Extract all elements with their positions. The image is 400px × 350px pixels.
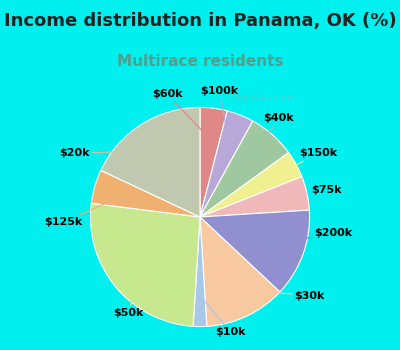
- Wedge shape: [91, 170, 200, 217]
- Text: $20k: $20k: [59, 148, 158, 159]
- Wedge shape: [200, 210, 310, 292]
- Text: $75k: $75k: [277, 184, 341, 200]
- Text: $60k: $60k: [152, 89, 210, 139]
- Wedge shape: [193, 217, 207, 327]
- Wedge shape: [200, 107, 227, 217]
- Text: $10k: $10k: [200, 296, 246, 337]
- Wedge shape: [90, 203, 200, 326]
- Wedge shape: [200, 217, 280, 326]
- Text: $50k: $50k: [114, 267, 144, 318]
- Text: $125k: $125k: [44, 195, 124, 228]
- Wedge shape: [200, 153, 302, 217]
- Text: $30k: $30k: [234, 288, 325, 301]
- Wedge shape: [200, 121, 289, 217]
- Text: City-Data.com: City-Data.com: [232, 93, 296, 102]
- Text: $100k: $100k: [201, 86, 239, 144]
- Wedge shape: [200, 111, 253, 217]
- Wedge shape: [101, 107, 200, 217]
- Text: $150k: $150k: [269, 148, 337, 179]
- Text: Multirace residents: Multirace residents: [117, 54, 283, 69]
- Text: $200k: $200k: [274, 229, 353, 244]
- Wedge shape: [200, 177, 309, 217]
- Text: $40k: $40k: [252, 113, 294, 158]
- Text: Income distribution in Panama, OK (%): Income distribution in Panama, OK (%): [4, 12, 396, 30]
